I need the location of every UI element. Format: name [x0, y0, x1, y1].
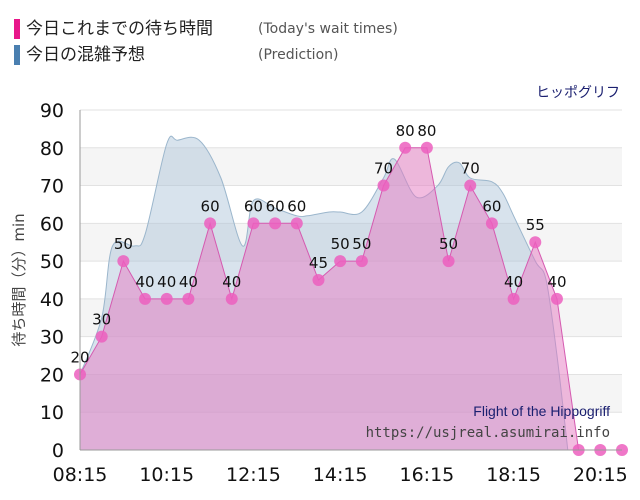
- wait-time-value-label: 55: [526, 216, 545, 234]
- x-tick-label: 08:15: [53, 464, 108, 486]
- wait-time-value-label: 50: [114, 235, 133, 253]
- wait-time-value-label: 60: [266, 197, 285, 215]
- wait-time-value-label: 40: [222, 273, 241, 291]
- grid-band: [80, 147, 622, 186]
- wait-time-point: [464, 179, 477, 192]
- wait-time-point: [225, 292, 238, 305]
- watermark-title: Flight of the Hippogriff: [473, 403, 610, 419]
- y-tick-label: 40: [40, 289, 64, 311]
- wait-time-point: [117, 255, 130, 268]
- x-tick-label: 16:15: [399, 464, 454, 486]
- watermark-url: https://usjreal.asumirai.info: [366, 425, 610, 441]
- y-tick-label: 0: [52, 440, 64, 462]
- y-tick-label: 10: [40, 402, 64, 424]
- wait-time-value-label: 50: [331, 235, 350, 253]
- legend-label-prediction: 今日の混雑予想: [26, 45, 145, 65]
- wait-time-point: [507, 292, 520, 305]
- wait-time-value-label: 45: [309, 254, 328, 272]
- legend-swatch-today: [14, 19, 20, 39]
- wait-time-point: [399, 141, 412, 154]
- x-tick-label: 12:15: [226, 464, 281, 486]
- wait-time-point: [204, 217, 217, 230]
- grid-band: [80, 185, 622, 224]
- y-tick-label: 30: [40, 327, 64, 349]
- wait-time-point: [550, 292, 563, 305]
- y-tick-label: 50: [40, 251, 64, 273]
- prediction-line: [79, 135, 569, 451]
- legend-label-today-en: (Today's wait times): [258, 21, 398, 37]
- wait-time-value-label: 40: [135, 273, 154, 291]
- wait-time-value-label: 50: [439, 235, 458, 253]
- y-tick-label: 90: [40, 100, 64, 122]
- grid-band: [80, 110, 622, 148]
- x-tick-label: 20:15: [573, 464, 628, 486]
- wait-time-value-label: 60: [244, 197, 263, 215]
- legend-item-today: 今日これまでの待ち時間 (Today's wait times): [8, 16, 428, 42]
- y-tick-label: 80: [40, 138, 64, 160]
- legend-item-prediction: 今日の混雑予想 (Prediction): [8, 42, 428, 68]
- wait-time-point: [182, 292, 195, 305]
- wait-time-point: [312, 274, 325, 286]
- x-tick-label: 14:15: [313, 464, 368, 486]
- wait-time-point: [290, 217, 303, 230]
- legend: 今日これまでの待ち時間 (Today's wait times) 今日の混雑予想…: [8, 16, 428, 68]
- wait-time-point: [420, 141, 433, 154]
- wait-time-point: [269, 217, 282, 230]
- wait-time-value-label: 60: [287, 197, 306, 215]
- wait-time-value-label: 40: [547, 273, 566, 291]
- wait-time-value-label: 80: [396, 122, 415, 140]
- y-axis-label: 待ち時間（分）min: [10, 213, 28, 346]
- wait-time-value-label: 50: [352, 235, 371, 253]
- legend-label-today: 今日これまでの待ち時間: [26, 19, 213, 39]
- legend-label-prediction-en: (Prediction): [258, 47, 339, 63]
- wait-time-value-label: 40: [504, 273, 523, 291]
- wait-time-point: [377, 179, 390, 192]
- wait-time-value-label: 60: [201, 197, 220, 215]
- wait-time-point: [485, 217, 498, 230]
- x-tick-label: 10:15: [139, 464, 194, 486]
- wait-time-point: [334, 255, 347, 268]
- y-tick-label: 70: [40, 176, 64, 198]
- wait-time-value-label: 40: [179, 273, 198, 291]
- wait-time-value-label: 70: [374, 160, 393, 178]
- wait-time-point: [139, 292, 152, 305]
- x-tick-label: 18:15: [486, 464, 541, 486]
- wait-time-value-label: 60: [482, 197, 501, 215]
- wait-time-point: [247, 217, 260, 230]
- wait-time-point: [160, 292, 173, 305]
- wait-time-point: [95, 330, 108, 343]
- wait-time-value-label: 80: [417, 122, 436, 140]
- ride-name: ヒッポグリフ: [536, 85, 620, 101]
- wait-time-value-label: 70: [461, 160, 480, 178]
- wait-time-point: [355, 255, 368, 268]
- wait-time-value-label: 30: [92, 311, 111, 329]
- y-tick-label: 60: [40, 213, 64, 235]
- legend-swatch-prediction: [14, 45, 20, 65]
- wait-time-point: [529, 236, 542, 249]
- wait-time-value-label: 40: [157, 273, 176, 291]
- y-tick-label: 20: [40, 364, 64, 386]
- wait-time-point: [442, 255, 455, 268]
